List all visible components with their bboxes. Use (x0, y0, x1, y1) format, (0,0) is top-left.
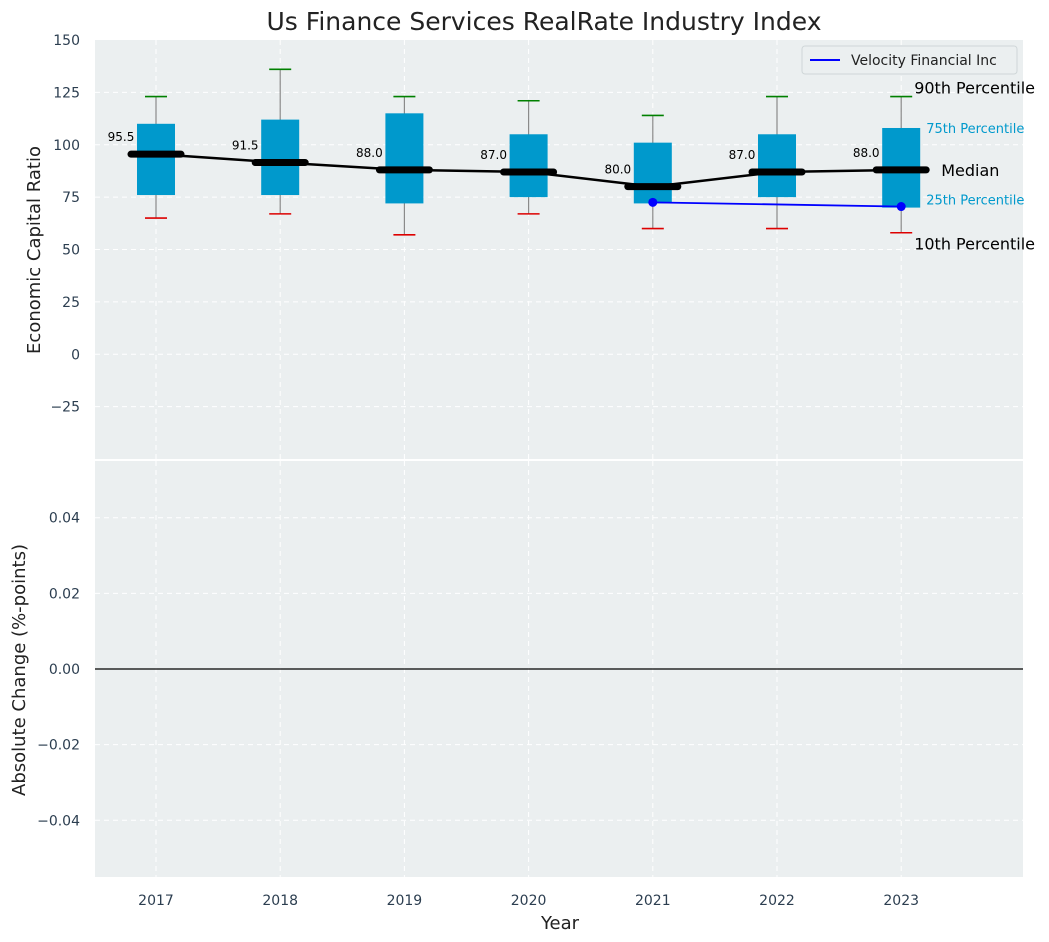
top-y-axis-label: Economic Capital Ratio (24, 146, 45, 354)
top-y-tick-label: 50 (62, 243, 80, 259)
median-labels: 95.5 91.5 88.0 87.0 80.0 87.0 88.0 (108, 130, 880, 176)
series-line (652, 201, 902, 208)
top-y-ticks: −25 0 25 50 75 100 125 150 (50, 33, 80, 416)
median-label-2019: 88.0 (356, 146, 383, 160)
box-2017 (137, 123, 175, 196)
x-axis-label: Year (540, 913, 580, 934)
top-y-tick-label: −25 (50, 400, 80, 416)
top-y-tick-label: 150 (53, 33, 80, 49)
top-y-tick-label: 0 (71, 347, 80, 363)
box-2022 (758, 134, 796, 198)
label-25th-percentile: 25th Percentile (926, 194, 1024, 209)
x-ticks: 2017 2018 2019 2020 2021 2022 2023 (138, 893, 919, 909)
median-trend-group (127, 150, 930, 191)
box-2020 (509, 134, 548, 198)
series-point-2021 (648, 197, 658, 207)
top-y-tick-label: 125 (53, 85, 80, 101)
median-label-2021: 80.0 (604, 163, 631, 177)
top-y-tick-label: 100 (53, 138, 80, 154)
bottom-y-ticks: −0.04 −0.02 0.00 0.02 0.04 (37, 511, 80, 830)
x-tick-label: 2018 (262, 893, 298, 909)
median-label-2018: 91.5 (232, 139, 259, 153)
box-2018 (261, 119, 300, 196)
percentile-annotations: 90th Percentile 75th Percentile Median 25th… (914, 79, 1035, 254)
median-label-2023: 88.0 (853, 146, 880, 160)
legend: Velocity Financial Inc (801, 45, 1018, 75)
bottom-y-tick-label: −0.04 (37, 813, 80, 829)
x-tick-label: 2021 (635, 893, 671, 909)
box-2021 (633, 142, 672, 204)
x-tick-label: 2022 (759, 893, 795, 909)
legend-box (801, 45, 1018, 75)
label-median: Median (941, 161, 999, 180)
box-2019 (385, 113, 424, 204)
bottom-y-axis-label: Absolute Change (%-points) (9, 544, 30, 796)
series-point-2023 (896, 202, 906, 212)
x-tick-label: 2020 (511, 893, 547, 909)
median-label-2022: 87.0 (729, 148, 756, 162)
bottom-y-tick-label: 0.04 (49, 511, 80, 527)
median-label-2017: 95.5 (108, 130, 135, 144)
bottom-y-tick-label: 0.00 (49, 662, 80, 678)
company-series-group (648, 197, 906, 212)
bottom-y-tick-label: −0.02 (37, 738, 80, 754)
top-y-tick-label: 25 (62, 295, 80, 311)
label-90th-percentile: 90th Percentile (914, 79, 1035, 98)
bottom-y-tick-label: 0.02 (49, 586, 80, 602)
label-75th-percentile: 75th Percentile (926, 122, 1024, 137)
x-tick-label: 2019 (387, 893, 423, 909)
legend-entry: Velocity Financial Inc (851, 53, 997, 69)
chart-title: Us Finance Services RealRate Industry In… (267, 7, 822, 36)
label-10th-percentile: 10th Percentile (914, 235, 1035, 254)
x-tick-label: 2017 (138, 893, 174, 909)
median-label-2020: 87.0 (480, 148, 507, 162)
top-grid (95, 40, 1023, 459)
top-y-tick-label: 75 (62, 190, 80, 206)
x-tick-label: 2023 (883, 893, 919, 909)
